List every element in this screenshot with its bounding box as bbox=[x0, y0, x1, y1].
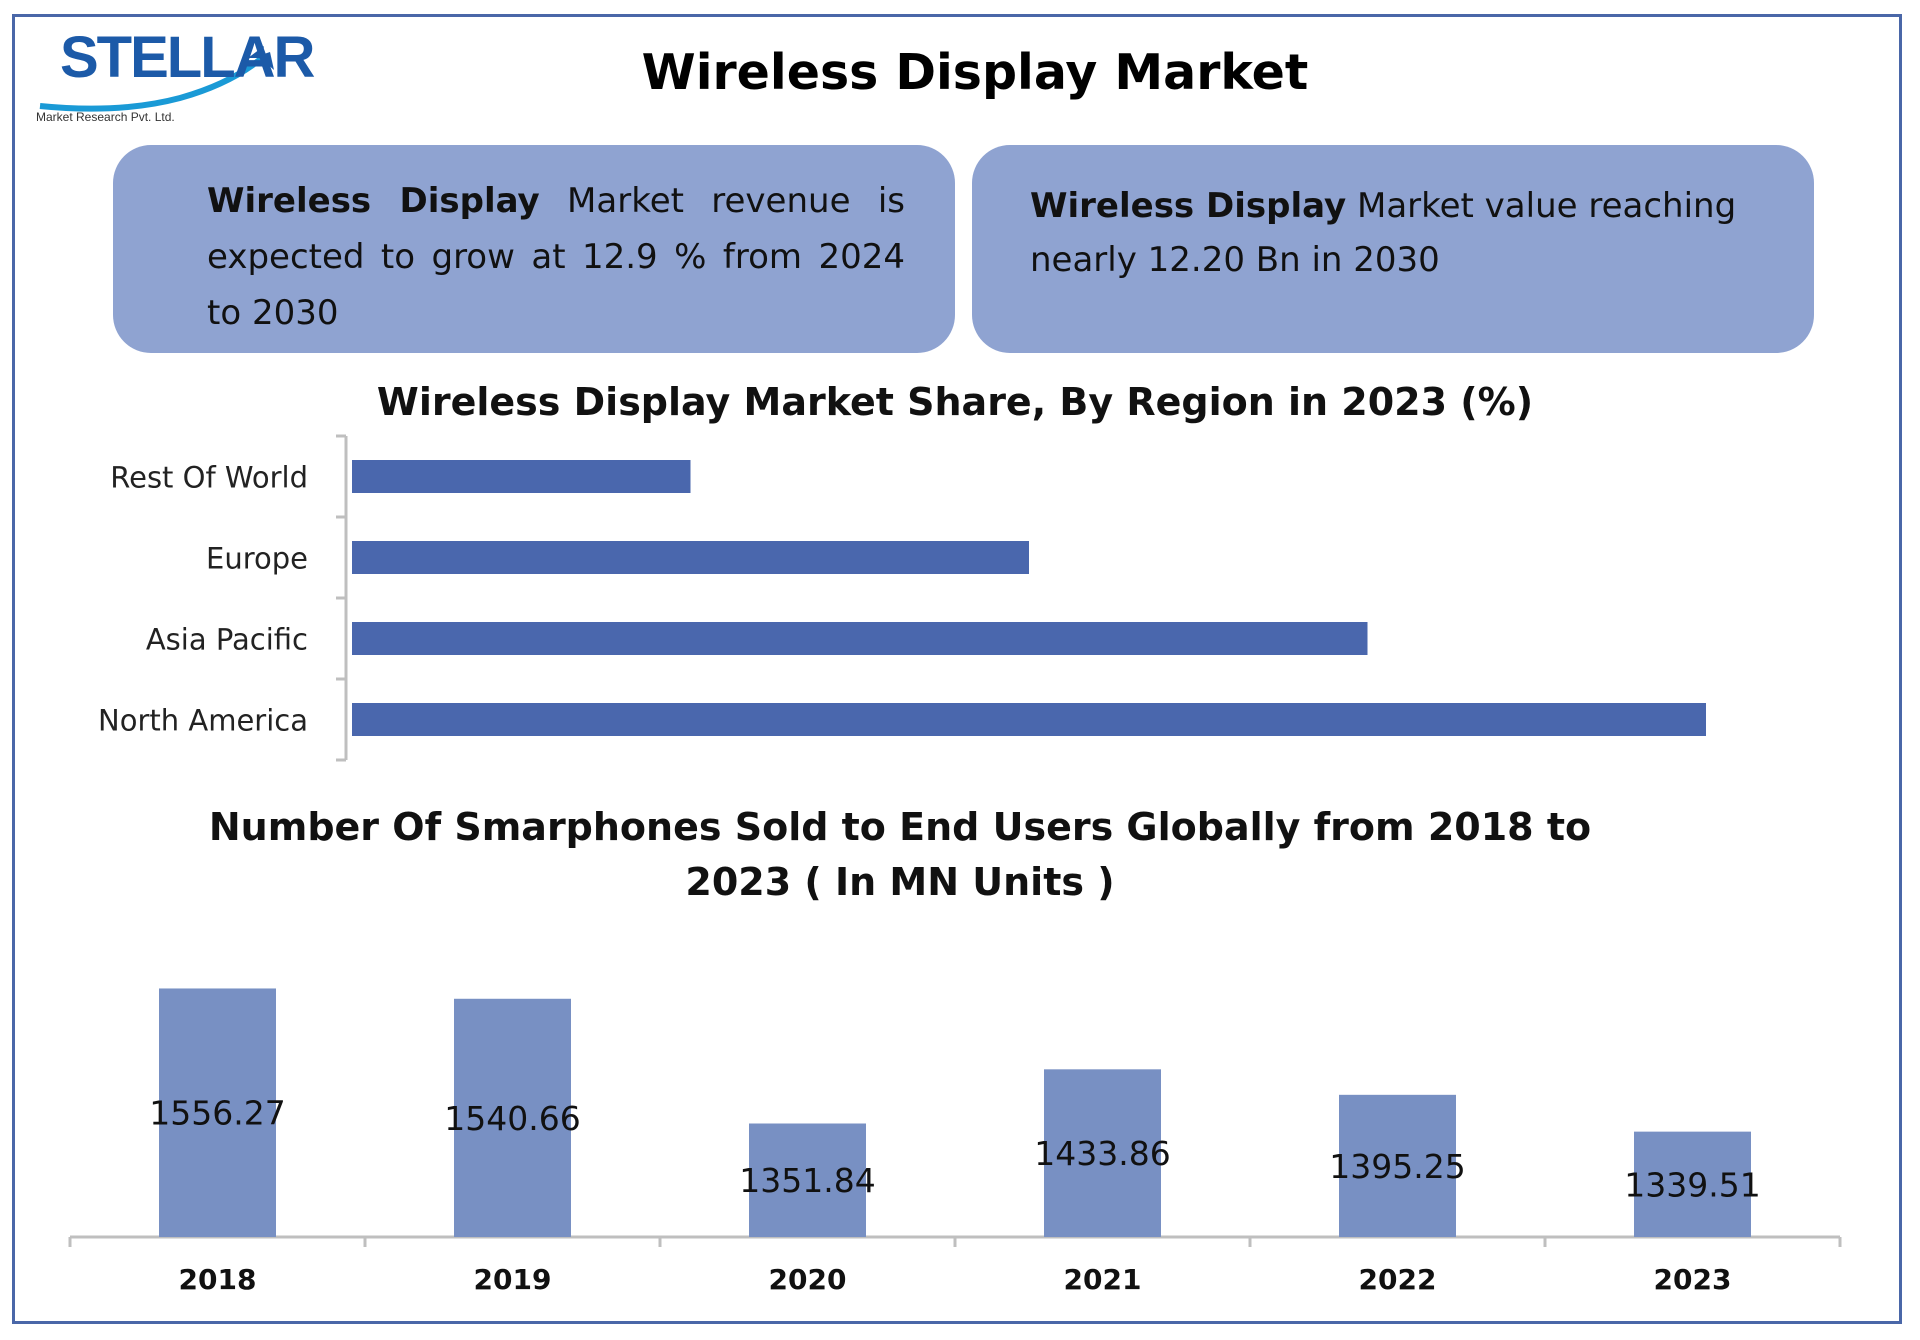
units-year-label: 2023 bbox=[1654, 1263, 1732, 1296]
units-data-label: 1351.84 bbox=[739, 1161, 875, 1200]
region-category-label: Asia Pacific bbox=[146, 623, 308, 657]
highlight-bold: Wireless Display bbox=[207, 181, 540, 221]
region-category-label: Europe bbox=[206, 542, 308, 576]
units-year-label: 2018 bbox=[179, 1263, 257, 1296]
outer-frame bbox=[12, 14, 1902, 1324]
logo-subtitle: Market Research Pvt. Ltd. bbox=[36, 110, 175, 124]
units-data-label: 1556.27 bbox=[149, 1094, 285, 1133]
units-data-label: 1395.25 bbox=[1329, 1147, 1465, 1186]
page-title: Wireless Display Market bbox=[641, 44, 1309, 101]
stellar-logo: STELLAR Market Research Pvt. Ltd. bbox=[30, 18, 315, 128]
highlight-box-value: Wireless Display Market value reaching n… bbox=[972, 145, 1814, 353]
highlight-bold: Wireless Display bbox=[1030, 186, 1347, 226]
units-data-label: 1339.51 bbox=[1624, 1165, 1760, 1204]
units-year-label: 2019 bbox=[474, 1263, 552, 1296]
region-bar bbox=[352, 703, 1706, 736]
units-year-label: 2022 bbox=[1359, 1263, 1437, 1296]
units-year-label: 2021 bbox=[1064, 1263, 1142, 1296]
highlight-text: Market revenue is expected to grow at 12… bbox=[207, 181, 905, 333]
region-chart-title: Wireless Display Market Share, By Region… bbox=[376, 380, 1534, 424]
units-bar bbox=[159, 988, 276, 1237]
units-data-label: 1433.86 bbox=[1034, 1134, 1170, 1173]
region-category-label: Rest Of World bbox=[110, 461, 308, 495]
region-category-label: North America bbox=[98, 704, 308, 738]
units-data-label: 1540.66 bbox=[444, 1099, 580, 1138]
units-bar bbox=[1044, 1069, 1161, 1237]
region-bar bbox=[352, 460, 691, 493]
logo-swoosh-icon bbox=[39, 46, 274, 112]
region-bar bbox=[352, 541, 1029, 574]
highlight-text: Market value reaching nearly 12.20 Bn in… bbox=[1030, 186, 1737, 280]
units-bar bbox=[749, 1123, 866, 1237]
units-year-label: 2020 bbox=[769, 1263, 847, 1296]
highlight-box-growth: Wireless Display Market revenue is expec… bbox=[113, 145, 955, 353]
logo-word: STELLAR bbox=[60, 25, 315, 90]
units-bar bbox=[1339, 1094, 1456, 1237]
units-bar bbox=[1634, 1131, 1751, 1237]
units-bar bbox=[454, 998, 571, 1237]
region-bar bbox=[352, 622, 1368, 655]
units-chart-title: Number Of Smarphones Sold to End Users G… bbox=[208, 805, 1592, 904]
